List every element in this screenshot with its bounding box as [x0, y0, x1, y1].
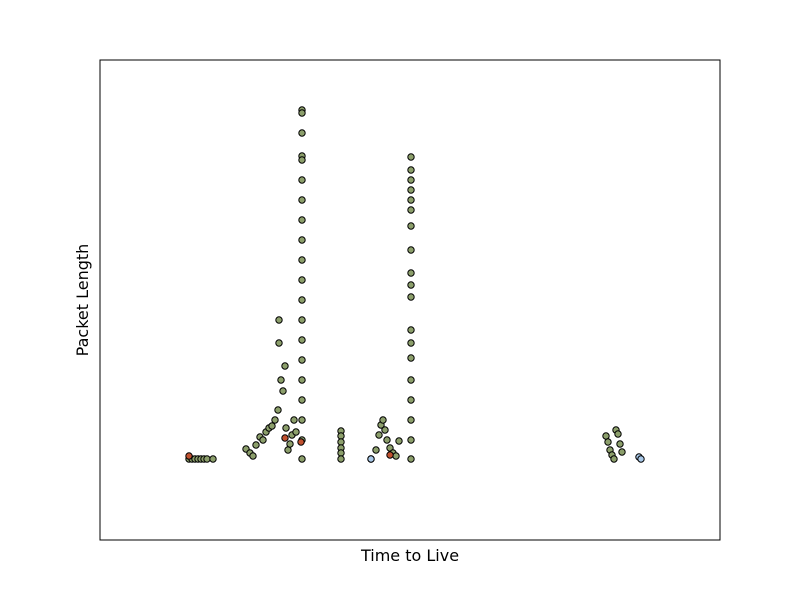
data-points: [185, 106, 645, 463]
data-point: [298, 296, 306, 304]
data-point: [249, 452, 257, 460]
data-point: [602, 432, 610, 440]
data-point: [372, 446, 380, 454]
data-point: [407, 166, 415, 174]
data-point: [337, 455, 345, 463]
data-point: [292, 428, 300, 436]
data-point: [298, 455, 306, 463]
data-point: [383, 436, 391, 444]
data-point: [284, 446, 292, 454]
data-point: [407, 153, 415, 161]
data-point: [298, 256, 306, 264]
data-point: [252, 441, 260, 449]
plot-frame: [99, 59, 721, 541]
data-point: [407, 206, 415, 214]
data-point: [407, 436, 415, 444]
data-point: [297, 438, 305, 446]
data-point: [286, 440, 294, 448]
data-point: [616, 440, 624, 448]
data-point: [298, 276, 306, 284]
data-point: [185, 452, 193, 460]
data-point: [407, 455, 415, 463]
data-point: [407, 376, 415, 384]
data-point: [298, 216, 306, 224]
data-point: [298, 336, 306, 344]
data-point: [614, 430, 622, 438]
data-point: [290, 416, 298, 424]
data-point: [298, 376, 306, 384]
data-point: [407, 269, 415, 277]
data-point: [268, 422, 276, 430]
y-axis-label: Packet Length: [73, 244, 92, 357]
data-point: [407, 293, 415, 301]
data-point: [271, 416, 279, 424]
data-point: [407, 186, 415, 194]
data-point: [375, 431, 383, 439]
data-point: [337, 438, 345, 446]
data-point: [407, 396, 415, 404]
data-point: [279, 387, 287, 395]
data-point: [281, 434, 289, 442]
data-point: [392, 452, 400, 460]
data-point: [407, 339, 415, 347]
data-point: [379, 416, 387, 424]
data-point: [610, 455, 618, 463]
data-point: [337, 432, 345, 440]
data-point: [298, 129, 306, 137]
data-point: [407, 246, 415, 254]
data-point: [637, 455, 645, 463]
data-point: [298, 156, 306, 164]
data-point: [407, 196, 415, 204]
data-point: [259, 436, 267, 444]
data-point: [298, 176, 306, 184]
data-point: [386, 451, 394, 459]
data-point: [274, 406, 282, 414]
data-point: [275, 339, 283, 347]
data-point: [407, 281, 415, 289]
data-point: [277, 376, 285, 384]
data-point: [407, 176, 415, 184]
data-point: [407, 222, 415, 230]
x-axis-label: Time to Live: [360, 546, 459, 565]
data-point: [298, 196, 306, 204]
data-point: [298, 109, 306, 117]
data-point: [407, 416, 415, 424]
data-point: [381, 426, 389, 434]
data-point: [298, 416, 306, 424]
data-point: [604, 438, 612, 446]
data-point: [209, 455, 217, 463]
data-point: [298, 316, 306, 324]
data-point: [298, 236, 306, 244]
data-point: [407, 354, 415, 362]
data-point: [275, 316, 283, 324]
data-point: [282, 424, 290, 432]
data-point: [337, 449, 345, 457]
data-point: [203, 455, 211, 463]
data-point: [618, 448, 626, 456]
data-point: [367, 455, 375, 463]
data-point: [281, 362, 289, 370]
data-point: [395, 437, 403, 445]
data-point: [298, 396, 306, 404]
data-point: [298, 356, 306, 364]
data-point: [407, 326, 415, 334]
